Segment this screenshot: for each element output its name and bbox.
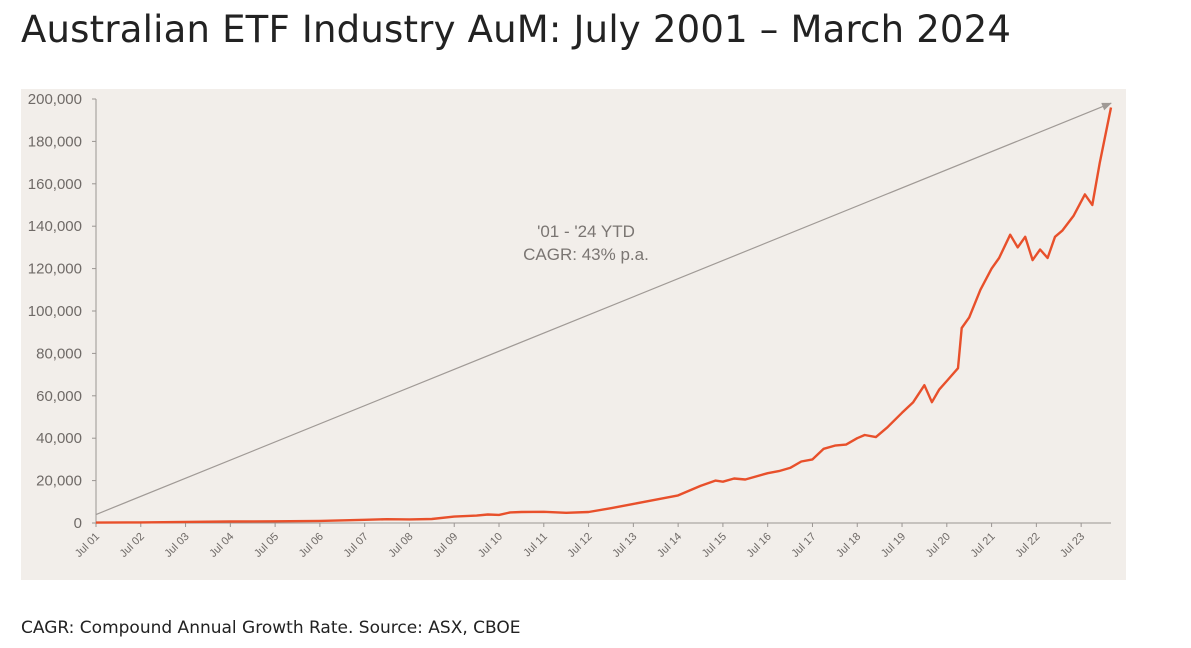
x-tick-label: Jul 02 [118,531,147,560]
y-tick-label: 100,000 [28,303,82,320]
x-tick-label: Jul 12 [565,531,594,560]
footnote: CAGR: Compound Annual Growth Rate. Sourc… [21,618,521,638]
x-tick-label: Jul 21 [968,531,997,560]
x-axis: Jul 01 Jul 02 Jul 03 Jul 04 Jul 05 Jul 06 Jul … [73,522,1111,560]
x-tick-label: Jul 20 [924,531,953,560]
x-tick-label: Jul 07 [342,531,371,560]
y-tick-label: 160,000 [28,176,82,193]
chart-panel: 0 20,000 40,000 60,000 80,000 100,000 120,000 1… [21,89,1126,580]
x-tick-label: Jul 03 [162,531,191,560]
y-axis: 0 20,000 40,000 60,000 80,000 100,000 120,000 1… [28,91,97,532]
x-tick-label: Jul 09 [431,531,460,560]
y-tick-label: 180,000 [28,133,82,150]
cagr-annotation-rate: CAGR: 43% p.a. [523,245,649,264]
x-tick-label: Jul 08 [386,531,415,560]
aum-line-chart: 0 20,000 40,000 60,000 80,000 100,000 120,000 1… [28,91,1113,560]
x-tick-label: Jul 18 [834,531,863,560]
x-tick-label: Jul 16 [745,531,774,560]
x-tick-label: Jul 13 [610,531,639,560]
x-tick-label: Jul 10 [476,531,505,560]
y-tick-label: 80,000 [36,345,82,362]
y-tick-label: 140,000 [28,218,82,235]
x-tick-label: Jul 11 [521,531,550,560]
y-tick-label: 60,000 [36,388,82,405]
x-tick-label: Jul 05 [252,531,281,560]
y-tick-label: 0 [74,515,82,532]
cagr-annotation-period: '01 - '24 YTD [537,222,635,241]
x-tick-label: Jul 04 [207,531,236,560]
y-tick-label: 120,000 [28,261,82,278]
x-tick-label: Jul 23 [1058,531,1087,560]
x-tick-label: Jul 22 [1013,531,1042,560]
y-tick-label: 40,000 [36,430,82,447]
page-title: Australian ETF Industry AuM: July 2001 –… [21,8,1012,51]
x-tick-label: Jul 17 [789,531,818,560]
y-tick-label: 20,000 [36,473,82,490]
x-tick-label: Jul 19 [879,531,908,560]
x-tick-label: Jul 01 [73,531,102,560]
x-tick-label: Jul 06 [297,531,326,560]
x-tick-label: Jul 14 [655,531,684,560]
cagr-arrow [95,102,1112,516]
y-tick-label: 200,000 [28,91,82,108]
aum-series-line [95,107,1113,524]
x-tick-label: Jul 15 [700,531,729,560]
